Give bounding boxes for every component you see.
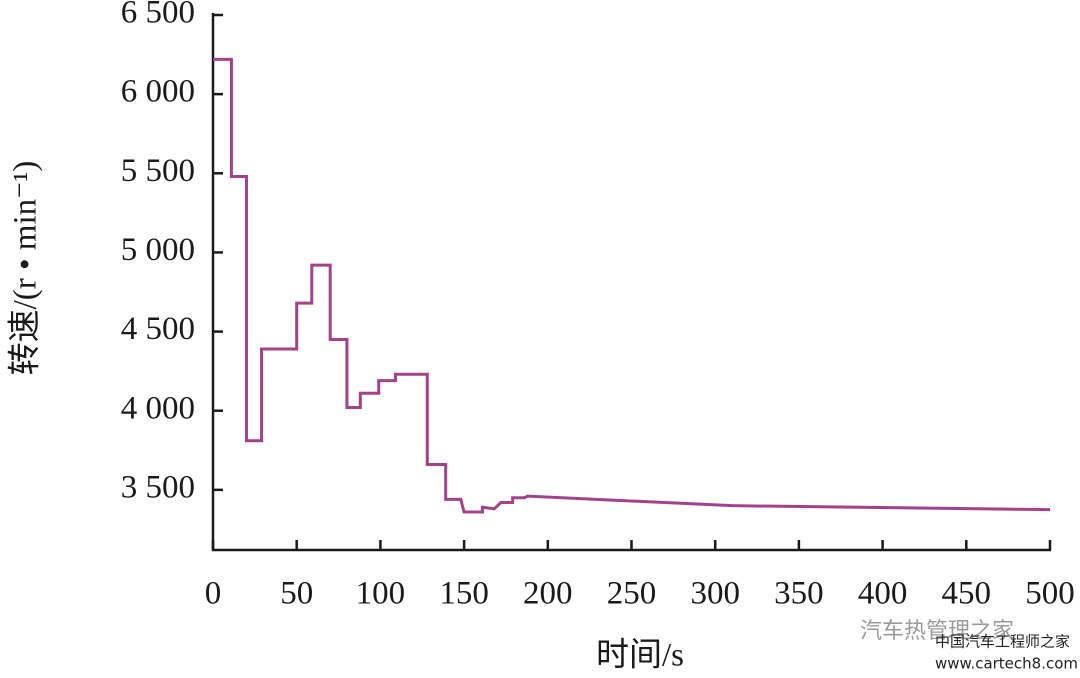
- y-tick-label: 5 500: [121, 153, 195, 189]
- y-axis-label: 转速/(r • min⁻¹): [7, 161, 44, 376]
- x-tick-label: 200: [523, 576, 573, 612]
- watermark: www.cartech8.com: [935, 655, 1078, 673]
- x-tick-label: 350: [774, 576, 824, 612]
- x-tick-label: 450: [942, 576, 992, 612]
- y-tick-label: 3 500: [121, 469, 195, 505]
- x-tick-label: 500: [1025, 576, 1075, 612]
- watermark: 汽车热管理之家: [860, 619, 1014, 644]
- x-tick-label: 100: [356, 576, 406, 612]
- x-tick-label: 400: [858, 576, 908, 612]
- data-line: [213, 57, 1051, 514]
- x-tick-label: 150: [439, 576, 489, 612]
- y-tick-label: 4 000: [121, 390, 195, 426]
- x-tick-label: 300: [690, 576, 740, 612]
- y-tick-label: 5 000: [121, 232, 195, 268]
- y-tick-label: 6 500: [121, 0, 195, 31]
- x-axis-label: 时间/s: [596, 638, 684, 674]
- x-tick-label: 250: [607, 576, 657, 612]
- y-tick-label: 4 500: [121, 311, 195, 347]
- x-tick-label: 0: [205, 576, 222, 612]
- watermark: 中国汽车工程师之家: [935, 633, 1070, 651]
- x-tick-label: 50: [280, 576, 313, 612]
- y-tick-label: 6 000: [121, 74, 195, 110]
